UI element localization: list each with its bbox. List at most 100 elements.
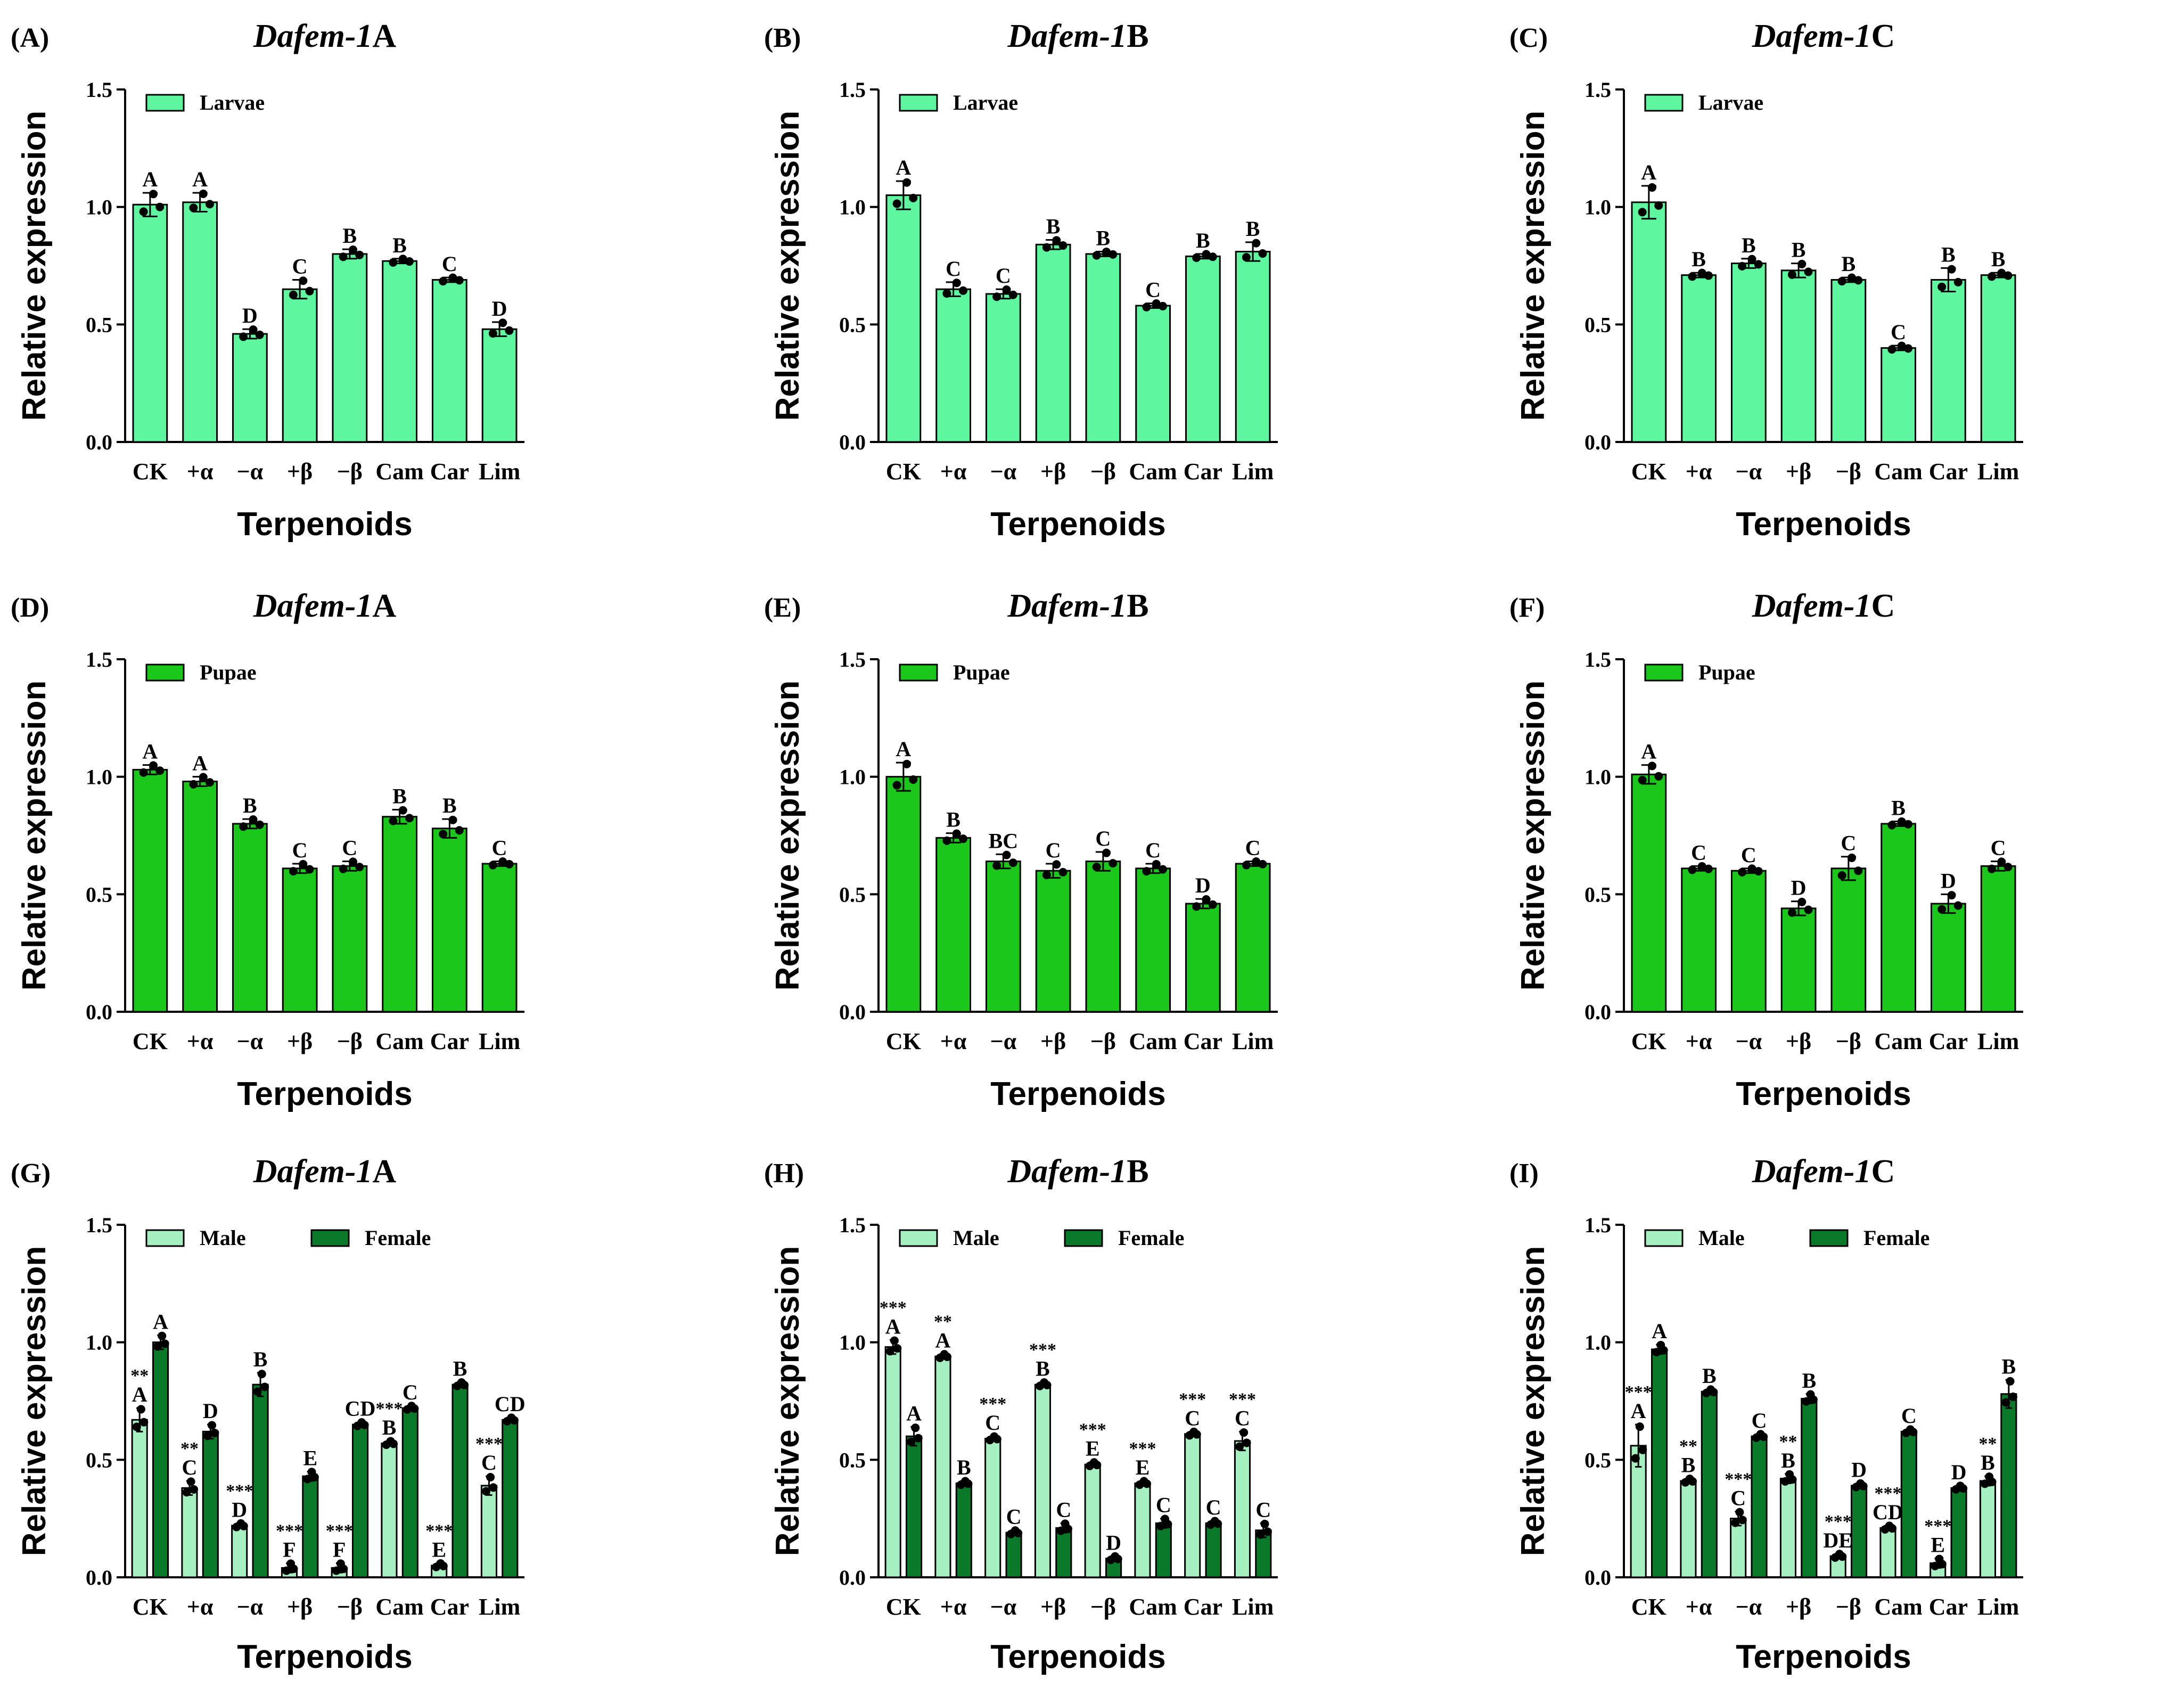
- significance-letter: BC: [989, 829, 1019, 853]
- data-point: [1638, 208, 1647, 217]
- data-point: [155, 766, 165, 775]
- significance-letter: B: [382, 1415, 397, 1439]
- significance-letter: A: [1641, 740, 1656, 764]
- x-tick-label: +β: [287, 458, 313, 485]
- significance-letter: E: [432, 1538, 446, 1562]
- data-point: [339, 252, 348, 261]
- x-tick-label: +α: [1686, 458, 1712, 485]
- legend-swatch: [310, 1229, 350, 1247]
- y-tick-label: 1.0: [839, 765, 866, 789]
- data-point: [1659, 1346, 1668, 1355]
- significance-letter: C: [1901, 1404, 1917, 1428]
- panel-title: Dafem-1A: [253, 18, 397, 54]
- title-gene: Dafem-1: [253, 588, 373, 624]
- significance-letter: C: [492, 836, 507, 860]
- x-tick-label: +β: [1786, 1028, 1811, 1054]
- data-point: [1638, 775, 1647, 784]
- legend-swatch: [1644, 94, 1684, 112]
- significance-letter: A: [142, 740, 158, 764]
- x-tick-label: +α: [1686, 1028, 1712, 1054]
- x-tick-label: +α: [1686, 1594, 1712, 1620]
- bar: [955, 1482, 972, 1578]
- x-tick-label: Cam: [1129, 1028, 1177, 1054]
- x-tick-label: −β: [1836, 458, 1861, 485]
- data-point: [1688, 1477, 1697, 1486]
- significance-letter: C: [946, 257, 961, 281]
- y-tick-label: 1.0: [86, 195, 112, 219]
- y-tick-label: 0.0: [839, 430, 866, 454]
- significance-letter: A: [1631, 1399, 1646, 1423]
- significance-letter: C: [1691, 840, 1706, 864]
- title-suffix: A: [373, 1153, 397, 1190]
- bar: [884, 1346, 901, 1578]
- x-axis-label: Terpenoids: [237, 1639, 413, 1675]
- x-tick-label: −β: [1090, 1028, 1116, 1054]
- x-tick-label: Lim: [479, 1028, 520, 1054]
- data-point: [439, 830, 448, 839]
- panel-title: Dafem-1B: [1007, 18, 1148, 54]
- data-point: [1058, 241, 1068, 250]
- legend-label: Pupae: [200, 660, 257, 684]
- x-tick-label: +β: [287, 1028, 313, 1054]
- data-point: [1192, 1430, 1201, 1439]
- y-tick-label: 0.0: [86, 1566, 112, 1590]
- data-point: [1837, 277, 1846, 286]
- y-tick-label: 1.5: [1584, 78, 1611, 102]
- panel-title: Dafem-1A: [253, 588, 397, 624]
- data-point: [1947, 265, 1956, 274]
- data-point: [1008, 290, 1017, 299]
- bar: [1730, 1518, 1747, 1578]
- significance-letter: B: [1792, 238, 1806, 262]
- data-point: [405, 814, 414, 823]
- data-point: [2001, 1398, 2010, 1407]
- x-tick-label: +α: [187, 1028, 214, 1054]
- data-point: [1997, 857, 2006, 866]
- significance-letter: C: [1185, 1406, 1200, 1430]
- data-point: [1981, 1479, 1990, 1488]
- title-gene: Dafem-1: [1752, 18, 1871, 54]
- significance-letter: A: [896, 155, 911, 179]
- data-point: [1847, 853, 1856, 862]
- y-axis-label: Relative expression: [1515, 1246, 1551, 1556]
- data-point: [1156, 1521, 1165, 1530]
- significance-stars: **: [130, 1366, 149, 1386]
- bar: [1731, 263, 1767, 443]
- data-point: [1647, 761, 1656, 771]
- y-tick-label: 1.0: [86, 765, 112, 789]
- data-point: [1242, 253, 1251, 262]
- bar: [1931, 903, 1966, 1013]
- data-point: [909, 775, 918, 784]
- x-tick-label: −α: [990, 1594, 1017, 1620]
- significance-letter: D: [1851, 1457, 1867, 1481]
- legend-label: Pupae: [953, 660, 1010, 684]
- bar: [1205, 1522, 1222, 1578]
- data-point: [339, 1565, 348, 1574]
- x-tick-label: −β: [337, 1028, 363, 1054]
- data-point: [182, 1488, 191, 1497]
- data-point: [410, 1404, 419, 1413]
- x-tick-label: Cam: [1874, 1028, 1922, 1054]
- bar: [1084, 1463, 1101, 1578]
- x-tick-label: +α: [940, 1594, 967, 1620]
- data-point: [1256, 1530, 1265, 1539]
- bar: [502, 1419, 519, 1578]
- title-suffix: C: [1871, 588, 1895, 624]
- significance-stars: ***: [1029, 1340, 1056, 1360]
- significance-letter: C: [1235, 1406, 1250, 1430]
- x-tick-label: Lim: [1232, 1594, 1274, 1620]
- y-tick-label: 0.5: [839, 882, 866, 906]
- significance-letter: C: [1752, 1408, 1767, 1432]
- bar: [401, 1407, 418, 1578]
- data-point: [239, 822, 248, 831]
- data-point: [909, 193, 918, 202]
- bar: [282, 288, 318, 443]
- data-point: [289, 867, 298, 876]
- legend-swatch: [145, 94, 185, 112]
- y-tick-label: 0.0: [839, 1566, 866, 1590]
- x-tick-label: CK: [1631, 1594, 1666, 1620]
- bar: [1680, 1480, 1697, 1578]
- significance-letter: C: [1046, 838, 1061, 862]
- data-point: [1759, 1432, 1768, 1442]
- x-tick-label: +α: [940, 1028, 967, 1054]
